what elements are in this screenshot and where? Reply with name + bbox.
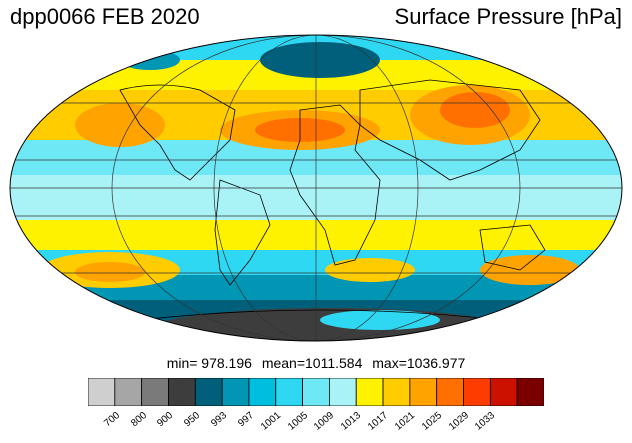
antarctic-plateau	[320, 310, 440, 330]
colorbar-swatch	[114, 378, 143, 406]
colorbar-tick-label: 1009	[312, 410, 337, 433]
colorbar-tick-label: 950	[182, 410, 203, 430]
colorbar-swatch	[141, 378, 169, 406]
world-map	[9, 34, 623, 342]
colorbar-swatch	[355, 378, 384, 406]
colorbar-tick-label: 1013	[339, 410, 364, 433]
variable-title: Surface Pressure [hPa]	[394, 4, 622, 29]
colorbar-tick-label: 993	[209, 410, 230, 430]
coastlines	[119, 79, 546, 321]
colorbar-swatch	[382, 378, 411, 406]
graticule	[10, 35, 622, 341]
statistics-line: min= 978.196 mean=1011.584 max=1036.977	[0, 355, 632, 371]
colorbar-swatch	[88, 378, 116, 406]
colorbar	[88, 378, 544, 406]
colorbar-swatch	[489, 378, 518, 406]
globe-outline	[9, 34, 623, 342]
colorbar-tick-label: 800	[128, 410, 149, 430]
colorbar-swatch	[221, 378, 250, 406]
stat-max: max=1036.977	[372, 355, 466, 371]
colorbar-swatch	[463, 378, 491, 406]
colorbar-tick-label: 900	[155, 410, 176, 430]
colorbar-swatch	[516, 378, 544, 406]
colorbar-tick-label: 1001	[258, 410, 283, 433]
colorbar-tick-label: 1029	[446, 410, 471, 433]
colorbar-tick-label: 700	[102, 410, 122, 430]
colorbar-tick-label: 1033	[473, 410, 498, 433]
colorbar-tick-label: 1025	[419, 410, 444, 433]
pressure-field	[10, 35, 622, 341]
colorbar-swatch	[302, 378, 330, 406]
plot-title: dpp0066 FEB 2020	[10, 4, 200, 29]
colorbar-swatch	[168, 378, 196, 406]
colorbar-tick-label: 1005	[285, 410, 310, 433]
high-south-australia	[480, 255, 580, 285]
colorbar-tick-label: 1017	[366, 410, 391, 433]
high-core-siberia	[440, 92, 510, 128]
high-pacific-north	[75, 103, 165, 147]
colorbar-swatch	[275, 378, 303, 406]
colorbar-tick-label: 997	[236, 410, 257, 430]
stat-mean: mean=1011.584	[261, 355, 363, 371]
stat-min: min= 978.196	[166, 355, 252, 371]
colorbar-swatch	[248, 378, 277, 406]
colorbar-swatch	[194, 378, 223, 406]
colorbar-swatch	[409, 378, 438, 406]
high-indian-ocean	[325, 258, 415, 282]
colorbar-swatch	[329, 378, 357, 406]
low-iceland	[260, 42, 380, 78]
colorbar-tick-label: 1021	[392, 410, 417, 433]
colorbar-swatch	[436, 378, 464, 406]
high-core-south-pacific	[75, 262, 145, 282]
